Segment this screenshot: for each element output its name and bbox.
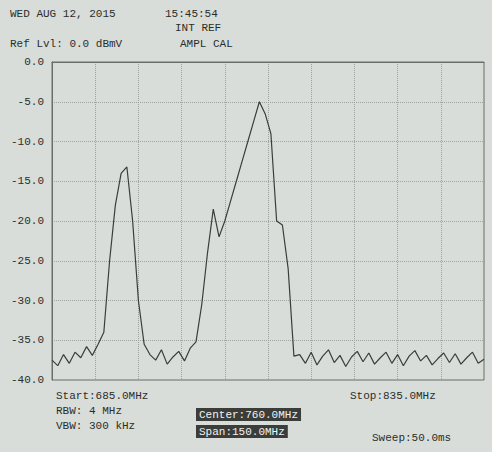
svg-text:-35.0: -35.0 bbox=[11, 334, 44, 346]
svg-text:INT REF: INT REF bbox=[175, 22, 221, 34]
svg-text:WED AUG 12, 2015: WED AUG 12, 2015 bbox=[10, 8, 116, 20]
svg-text:-25.0: -25.0 bbox=[11, 255, 44, 267]
svg-text:0.0: 0.0 bbox=[24, 56, 44, 68]
svg-text:Ref Lvl: 0.0 dBmV: Ref Lvl: 0.0 dBmV bbox=[10, 38, 123, 50]
svg-text:Center:760.0MHz: Center:760.0MHz bbox=[199, 409, 298, 421]
svg-text:Span:150.0MHz: Span:150.0MHz bbox=[199, 426, 285, 438]
svg-text:AMPL CAL: AMPL CAL bbox=[180, 38, 233, 50]
svg-text:-10.0: -10.0 bbox=[11, 136, 44, 148]
svg-text:Stop:835.0MHz: Stop:835.0MHz bbox=[350, 390, 436, 402]
svg-text:-5.0: -5.0 bbox=[18, 96, 44, 108]
svg-text:-40.0: -40.0 bbox=[11, 374, 44, 386]
svg-text:VBW: 300 kHz: VBW: 300 kHz bbox=[56, 420, 135, 432]
svg-text:-15.0: -15.0 bbox=[11, 175, 44, 187]
svg-text:Start:685.0MHz: Start:685.0MHz bbox=[56, 390, 148, 402]
svg-text:RBW: 4 MHz: RBW: 4 MHz bbox=[56, 405, 122, 417]
svg-text:-20.0: -20.0 bbox=[11, 215, 44, 227]
svg-text:-30.0: -30.0 bbox=[11, 295, 44, 307]
svg-text:Sweep:50.0ms: Sweep:50.0ms bbox=[372, 432, 451, 444]
svg-text:15:45:54: 15:45:54 bbox=[165, 8, 218, 20]
